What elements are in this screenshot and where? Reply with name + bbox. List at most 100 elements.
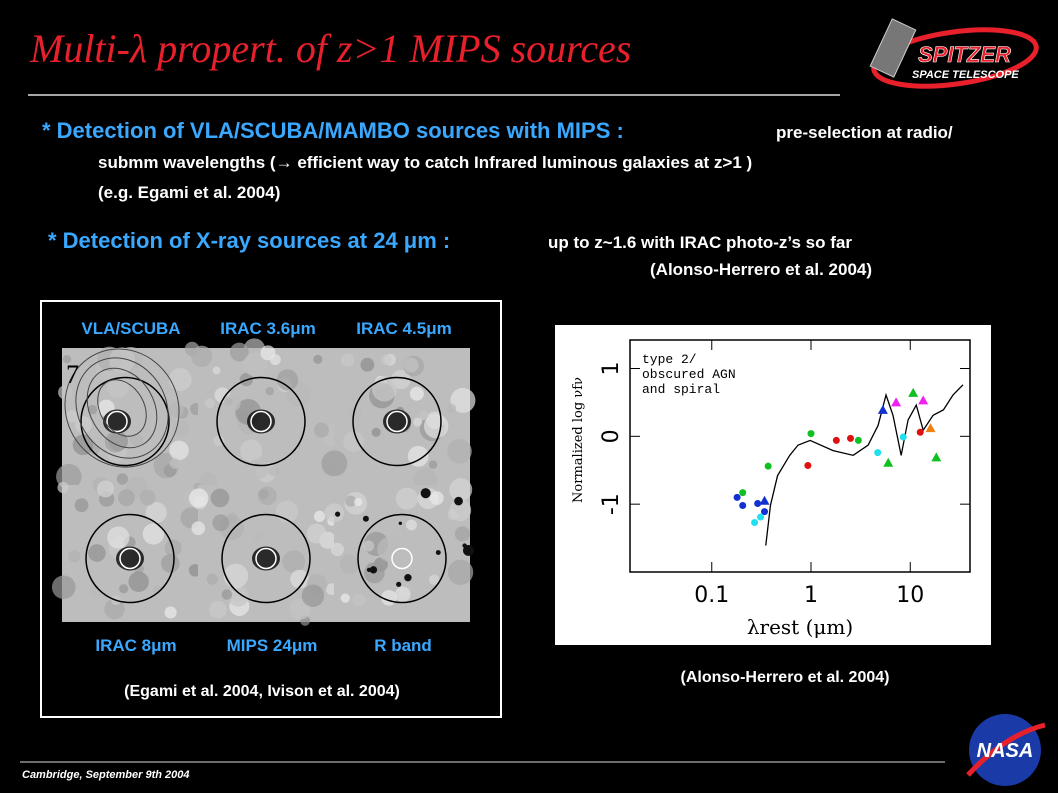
cutout-noise xyxy=(391,369,411,390)
contour xyxy=(86,367,158,449)
cutout-noise xyxy=(306,523,327,544)
cutout-noise xyxy=(395,487,418,510)
cutout-noise xyxy=(75,416,92,434)
plot-annotation: type 2/ xyxy=(642,352,697,367)
bullet-text: up to z~1.6 with IRAC photo-z’s so far xyxy=(548,233,852,252)
cutout-noise xyxy=(406,519,417,531)
nasa-chevron xyxy=(966,722,1046,777)
cutout-noise xyxy=(269,354,281,366)
star xyxy=(435,550,441,556)
cutout-noise xyxy=(447,438,472,464)
cutout-noise xyxy=(352,593,366,607)
cutout-noise xyxy=(446,403,457,414)
data-point xyxy=(847,434,855,442)
x-axis-label: λrest (μm) xyxy=(747,615,853,639)
figure-frame xyxy=(40,300,502,718)
bullet-lead: * Detection of VLA/SCUBA/MAMBO sources w… xyxy=(42,118,624,143)
cutout-noise xyxy=(229,342,249,362)
cutout-noise xyxy=(116,473,129,485)
cutout-noise xyxy=(168,368,192,391)
cutout-noise xyxy=(223,563,249,589)
cutout-noise xyxy=(380,354,392,366)
source-blob xyxy=(383,409,411,434)
panel-label: R band xyxy=(374,636,432,655)
cutout-noise xyxy=(160,554,180,573)
cutout-noise xyxy=(212,514,230,532)
logo-telescope xyxy=(869,18,917,78)
cutout-noise xyxy=(172,420,189,437)
data-point xyxy=(874,449,882,457)
cutout-noise xyxy=(429,491,444,505)
star xyxy=(335,511,341,517)
data-point xyxy=(854,436,862,444)
cutout-noise xyxy=(313,354,323,364)
star xyxy=(463,545,474,556)
data-point xyxy=(908,387,919,397)
bullet-text: pre-selection at radio/ xyxy=(776,123,953,142)
cutout-noise xyxy=(128,571,149,592)
y-tick-label: 0 xyxy=(599,429,624,443)
cutout-noise xyxy=(313,510,326,522)
bullet-text: (Alonso-Herrero et al. 2004) xyxy=(650,260,872,279)
cutout-noise xyxy=(87,404,98,415)
cutout-noise xyxy=(152,585,163,595)
aperture-inner xyxy=(391,547,413,570)
figure-caption: (Alonso-Herrero et al. 2004) xyxy=(681,669,890,686)
cutout-noise xyxy=(196,377,214,395)
cutout-noise xyxy=(118,489,135,507)
cutout-noise xyxy=(340,353,355,367)
cutout-noise xyxy=(403,357,419,373)
cutout-noise xyxy=(88,544,106,562)
cutout-noise xyxy=(363,540,375,552)
cutout-noise xyxy=(145,502,167,524)
panel-label: VLA/SCUBA xyxy=(81,319,180,338)
cutout-noise xyxy=(428,460,438,469)
cutout-noise xyxy=(354,497,363,507)
cutout-noise xyxy=(212,366,221,375)
x-tick-label: 0.1 xyxy=(694,583,729,608)
data-point xyxy=(877,404,888,414)
star xyxy=(404,573,412,582)
cutout-noise xyxy=(66,410,79,423)
cutout-noise xyxy=(371,376,397,402)
star xyxy=(362,515,369,522)
data-point xyxy=(739,502,747,510)
cutout-noise xyxy=(119,584,129,594)
cutout-noise xyxy=(68,550,81,563)
x-tick-label: 1 xyxy=(804,583,818,608)
aperture-inner xyxy=(386,410,408,433)
x-tick-label: 10 xyxy=(896,583,924,608)
cutout-noise xyxy=(224,397,233,406)
contour xyxy=(75,357,169,459)
cutout-noise xyxy=(360,357,375,372)
cutout-noise xyxy=(97,480,114,498)
bullet-lead: * Detection of X-ray sources at 24 μm : xyxy=(48,228,450,253)
data-point xyxy=(757,513,765,521)
spitzer-logo: SPITZER SPACE TELESCOPE xyxy=(869,18,1039,89)
cutout-noise xyxy=(324,503,344,523)
cutout-noise xyxy=(142,523,165,545)
cutout-noise xyxy=(413,417,423,427)
data-point xyxy=(899,433,907,441)
cutout-noise xyxy=(72,434,94,456)
cutout-noise xyxy=(447,559,474,586)
plot-annotation: obscured AGN xyxy=(642,367,736,382)
data-point xyxy=(925,423,936,433)
data-point xyxy=(764,462,772,470)
cutout-noise xyxy=(169,440,189,461)
cutout-noise xyxy=(188,488,209,508)
data-point xyxy=(739,489,747,497)
cutout-noise xyxy=(206,573,218,585)
cutout-noise xyxy=(409,386,424,401)
bullet-text: submm wavelengths (→ efficient way to ca… xyxy=(98,153,752,172)
panel-number: 7 xyxy=(66,360,79,389)
cutout-noise xyxy=(169,458,181,469)
cutout-noise xyxy=(57,481,69,494)
aperture-inner xyxy=(106,410,128,433)
aperture xyxy=(352,376,442,467)
star xyxy=(396,581,402,587)
cutout-noise xyxy=(210,488,230,508)
cutout-noise xyxy=(276,369,299,391)
cutout-noise xyxy=(104,598,125,620)
source-blob xyxy=(116,546,144,571)
